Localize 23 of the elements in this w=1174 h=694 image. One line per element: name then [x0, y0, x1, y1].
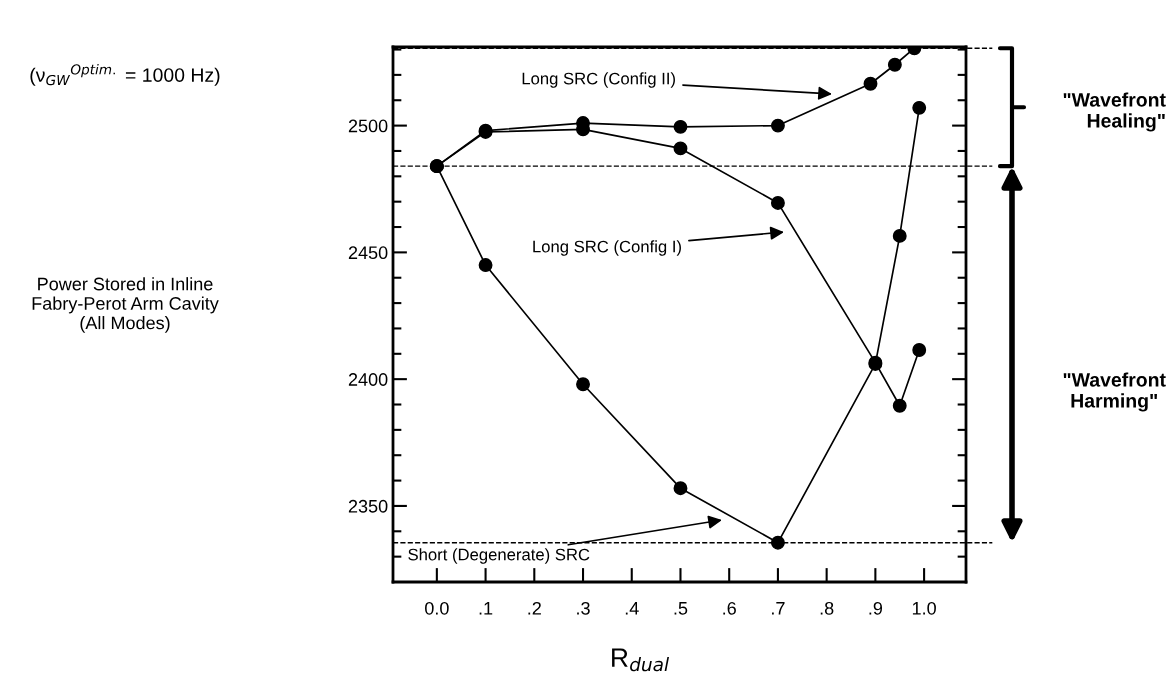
text: (ν$_{GW}$$^{Optim.}$ = 1000 Hz): [30, 64, 220, 86]
y-tick-label: 2500: [348, 119, 388, 133]
y-tick-label: 2400: [348, 373, 388, 386]
x-tick-label: .3: [577, 601, 590, 615]
annotation: Long SRC (Config II): [522, 72, 675, 88]
text: Power Stored in Inline Fabry-Perot Arm Cavity (All Modes): [32, 277, 219, 333]
text: "Wavefront Harming": [1063, 372, 1166, 412]
x-tick-label: 1.0: [912, 601, 936, 615]
x-axis-title: R$_{dual}$: [612, 648, 670, 672]
x-tick-label: 0.0: [425, 601, 449, 615]
annotation: Short (Degenerate) SRC: [408, 548, 590, 564]
annotation: Long SRC (Config I): [533, 240, 681, 256]
y-tick-label: 2450: [348, 246, 388, 260]
x-tick-label: .6: [723, 601, 736, 615]
x-tick-label: .4: [625, 602, 639, 615]
x-tick-label: .9: [869, 601, 883, 615]
x-tick-label: .2: [528, 601, 541, 615]
x-tick-label: .7: [772, 602, 785, 615]
text: "Wavefront Healing": [1063, 92, 1166, 132]
y-tick-label: 2350: [348, 499, 388, 513]
x-tick-label: .1: [479, 602, 493, 615]
x-tick-label: .8: [820, 601, 834, 615]
x-tick-label: .5: [674, 602, 688, 615]
